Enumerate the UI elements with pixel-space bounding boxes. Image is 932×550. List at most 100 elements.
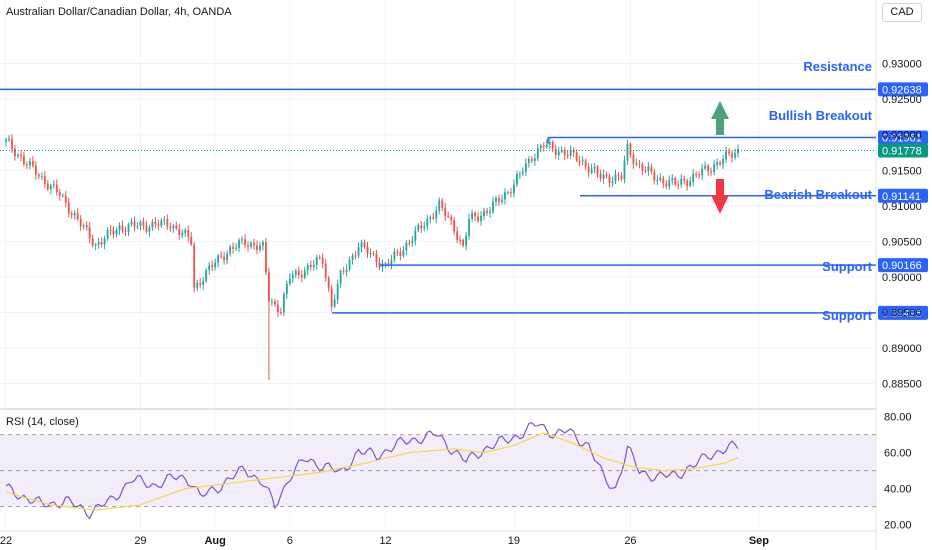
candle[interactable] bbox=[530, 155, 533, 164]
candle[interactable] bbox=[199, 277, 202, 289]
candle[interactable] bbox=[701, 163, 704, 181]
candle[interactable] bbox=[52, 180, 55, 189]
candle[interactable] bbox=[722, 154, 724, 170]
candle[interactable] bbox=[599, 169, 602, 182]
candle[interactable] bbox=[339, 269, 342, 288]
candle[interactable] bbox=[5, 137, 7, 147]
candle[interactable] bbox=[142, 217, 145, 231]
candle[interactable] bbox=[698, 171, 701, 179]
candle[interactable] bbox=[300, 269, 303, 283]
candle[interactable] bbox=[548, 138, 551, 150]
candle[interactable] bbox=[327, 275, 330, 292]
candle[interactable] bbox=[662, 175, 665, 189]
candle[interactable] bbox=[40, 172, 43, 181]
candle[interactable] bbox=[539, 143, 542, 153]
candle[interactable] bbox=[480, 211, 482, 226]
candle[interactable] bbox=[148, 224, 151, 237]
candle[interactable] bbox=[330, 285, 333, 312]
candle[interactable] bbox=[121, 220, 124, 234]
candle[interactable] bbox=[710, 167, 713, 176]
candle[interactable] bbox=[677, 180, 680, 190]
candle[interactable] bbox=[731, 150, 733, 163]
candle[interactable] bbox=[450, 214, 453, 225]
candle[interactable] bbox=[124, 226, 127, 237]
candle[interactable] bbox=[23, 151, 25, 167]
candle[interactable] bbox=[184, 227, 187, 237]
candle[interactable] bbox=[303, 266, 306, 280]
candle[interactable] bbox=[94, 242, 97, 251]
candle[interactable] bbox=[360, 239, 363, 253]
candle[interactable] bbox=[680, 174, 683, 188]
candle[interactable] bbox=[453, 216, 456, 236]
candle[interactable] bbox=[187, 225, 190, 242]
candle[interactable] bbox=[321, 253, 324, 269]
candle[interactable] bbox=[444, 203, 447, 221]
candle[interactable] bbox=[369, 248, 372, 258]
candle[interactable] bbox=[270, 298, 273, 307]
candle[interactable] bbox=[297, 266, 300, 279]
candle[interactable] bbox=[527, 156, 530, 168]
candle[interactable] bbox=[190, 232, 193, 246]
candle[interactable] bbox=[396, 249, 399, 257]
candle[interactable] bbox=[273, 298, 276, 307]
candle[interactable] bbox=[127, 222, 130, 237]
candle[interactable] bbox=[175, 221, 178, 231]
candle[interactable] bbox=[674, 176, 677, 187]
candle[interactable] bbox=[145, 220, 148, 234]
candle[interactable] bbox=[348, 256, 351, 272]
candle[interactable] bbox=[136, 222, 139, 230]
candle[interactable] bbox=[345, 264, 348, 277]
candle[interactable] bbox=[247, 240, 249, 252]
candle[interactable] bbox=[471, 209, 474, 223]
candle[interactable] bbox=[507, 190, 509, 195]
candle[interactable] bbox=[417, 223, 420, 233]
candle[interactable] bbox=[518, 171, 521, 180]
candle[interactable] bbox=[575, 149, 578, 163]
candle[interactable] bbox=[28, 158, 31, 170]
candle[interactable] bbox=[67, 197, 70, 217]
candle[interactable] bbox=[596, 164, 599, 178]
candle[interactable] bbox=[279, 307, 282, 316]
candle[interactable] bbox=[704, 161, 707, 171]
candle[interactable] bbox=[366, 241, 369, 259]
candle[interactable] bbox=[554, 144, 557, 159]
candle[interactable] bbox=[713, 159, 716, 176]
candle[interactable] bbox=[14, 145, 16, 161]
candle[interactable] bbox=[25, 161, 28, 170]
candle[interactable] bbox=[411, 235, 414, 247]
candle[interactable] bbox=[584, 158, 587, 171]
candle[interactable] bbox=[88, 222, 91, 244]
candle[interactable] bbox=[560, 146, 563, 154]
candle[interactable] bbox=[351, 253, 354, 265]
candle[interactable] bbox=[91, 234, 94, 248]
candle[interactable] bbox=[557, 146, 560, 160]
candle[interactable] bbox=[578, 155, 581, 167]
candle[interactable] bbox=[492, 197, 494, 215]
candle[interactable] bbox=[220, 251, 223, 259]
candle[interactable] bbox=[707, 163, 710, 176]
candle[interactable] bbox=[495, 195, 497, 207]
candle[interactable] bbox=[477, 211, 479, 223]
candle[interactable] bbox=[100, 237, 103, 248]
candle[interactable] bbox=[650, 163, 653, 175]
candle[interactable] bbox=[232, 242, 234, 254]
candle[interactable] bbox=[178, 223, 181, 240]
candle[interactable] bbox=[569, 145, 572, 159]
candle[interactable] bbox=[372, 251, 375, 257]
candle[interactable] bbox=[256, 240, 258, 255]
candle[interactable] bbox=[566, 150, 569, 159]
candle[interactable] bbox=[692, 169, 695, 187]
candle[interactable] bbox=[605, 171, 608, 179]
candle[interactable] bbox=[336, 279, 339, 305]
candle[interactable] bbox=[324, 259, 327, 282]
candle[interactable] bbox=[572, 147, 575, 158]
candle[interactable] bbox=[563, 147, 566, 160]
candle[interactable] bbox=[265, 237, 267, 276]
candle[interactable] bbox=[312, 260, 315, 271]
candle[interactable] bbox=[474, 210, 476, 222]
candle[interactable] bbox=[656, 175, 659, 186]
candle[interactable] bbox=[501, 194, 503, 205]
candle[interactable] bbox=[459, 235, 462, 245]
candle[interactable] bbox=[504, 188, 506, 205]
candle[interactable] bbox=[620, 172, 623, 182]
